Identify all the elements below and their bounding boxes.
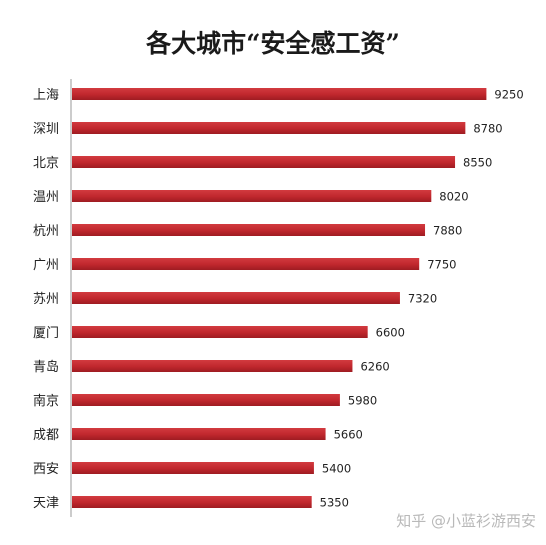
category-label: 杭州 [33, 224, 59, 239]
category-label: 广州 [33, 258, 59, 273]
category-label: 上海 [33, 88, 59, 103]
data-label: 8020 [439, 190, 468, 204]
bar [72, 122, 466, 134]
bar [72, 88, 487, 100]
bar [72, 394, 340, 406]
bar [72, 326, 368, 338]
bars-group: 上海 9250 深圳 8780 北京 8550 温州 8020 杭州 7880 广州 7750 苏州 73… [33, 88, 524, 512]
category-label: 温州 [33, 190, 59, 205]
category-label: 厦门 [33, 326, 59, 341]
bar [72, 496, 312, 508]
watermark-text: 知乎 @小蓝衫游西安 [396, 512, 536, 530]
category-label: 青岛 [33, 359, 59, 375]
data-label: 8780 [473, 122, 502, 136]
data-label: 6600 [376, 326, 405, 340]
chart-title: 各大城市“安全感工资” [145, 29, 400, 58]
bar [72, 462, 314, 474]
data-label: 7320 [408, 292, 437, 306]
data-label: 5400 [322, 462, 351, 476]
bar [72, 190, 432, 202]
bar [72, 360, 353, 372]
category-label: 天津 [33, 496, 59, 511]
data-label: 5980 [348, 394, 377, 408]
data-label: 9250 [494, 88, 523, 102]
data-label: 6260 [360, 360, 389, 374]
data-label: 5350 [320, 496, 349, 510]
bar [72, 258, 420, 270]
data-label: 5660 [334, 428, 363, 442]
bar [72, 428, 326, 440]
data-label: 7750 [427, 258, 456, 272]
category-label: 北京 [33, 156, 59, 171]
bar [72, 292, 400, 304]
category-label: 成都 [33, 428, 59, 443]
category-label: 苏州 [33, 291, 59, 307]
category-label: 南京 [33, 393, 59, 409]
category-label: 西安 [33, 462, 59, 477]
category-label: 深圳 [33, 122, 59, 137]
data-label: 7880 [433, 224, 462, 238]
bar [72, 156, 456, 168]
bar [72, 224, 426, 236]
data-label: 8550 [463, 156, 492, 170]
